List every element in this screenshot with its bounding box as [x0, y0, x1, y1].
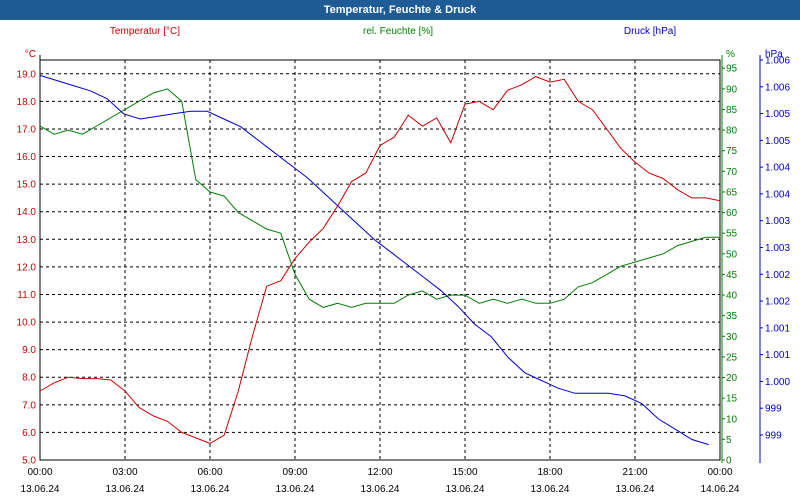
left-axis-tick-label: 14.0: [17, 207, 37, 218]
chart: 5.0 6.0 7.0 8.0 9.0 10.0 11.0 12.0 13.0 14.0 15.0 1…: [17, 26, 791, 495]
right-axis-humidity-unit: %: [726, 49, 735, 60]
right-axis-pressure-tick-label: 1.004: [765, 163, 790, 174]
x-axis-tick-time: 21:00: [622, 467, 647, 478]
right-axis-humidity-tick-label: 80: [726, 126, 738, 137]
x-axis-tick-time: 18:00: [537, 467, 562, 478]
x-axis-tick-date: 13.06.24: [21, 484, 60, 495]
right-axis-humidity-tick-label: 15: [726, 394, 738, 405]
right-axis-pressure-tick-label: 1.004: [765, 189, 790, 200]
right-axis-humidity-tick-label: 50: [726, 249, 738, 260]
left-axis-tick-label: 18.0: [17, 97, 37, 108]
left-axis-tick-label: 11.0: [17, 290, 36, 301]
legend-label: Druck [hPa]: [624, 26, 676, 37]
x-axis-tick-time: 12:00: [367, 467, 392, 478]
x-axis-tick-time: 00:00: [707, 467, 732, 478]
series-line: [39, 74, 709, 446]
right-axis-humidity-tick-label: 40: [726, 291, 738, 302]
x-axis-tick-time: 09:00: [282, 467, 307, 478]
left-axis-tick-label: 19.0: [17, 69, 37, 80]
x-axis-tick-date: 13.06.24: [361, 484, 400, 495]
left-axis-tick-label: 15.0: [17, 180, 37, 191]
x-axis-tick-time: 00:00: [27, 467, 52, 478]
series-line: [39, 88, 720, 308]
right-axis-humidity-tick-label: 55: [726, 229, 738, 240]
right-axis-humidity-tick-label: 0: [726, 456, 732, 467]
right-axis-humidity-tick-label: 95: [726, 64, 738, 75]
x-axis-tick-date: 14.06.24: [701, 484, 740, 495]
left-axis-tick-label: 5.0: [22, 456, 36, 467]
left-axis-unit: °C: [25, 49, 36, 60]
right-axis-humidity-tick-label: 35: [726, 311, 738, 322]
right-axis-humidity-tick-label: 25: [726, 352, 738, 363]
left-axis-tick-label: 16.0: [17, 152, 37, 163]
x-axis-tick-date: 13.06.24: [276, 484, 315, 495]
x-axis-tick-time: 03:00: [112, 467, 137, 478]
right-axis-humidity-tick-label: 10: [726, 414, 738, 425]
right-axis-humidity-tick-label: 90: [726, 84, 738, 95]
right-axis-humidity-tick-label: 65: [726, 187, 738, 198]
x-axis-tick-time: 15:00: [452, 467, 477, 478]
left-axis-tick-label: 7.0: [22, 400, 36, 411]
x-axis-tick-date: 13.06.24: [106, 484, 145, 495]
series-line: [39, 76, 721, 444]
left-axis-tick-label: 13.0: [17, 235, 37, 246]
left-axis-tick-label: 17.0: [17, 124, 37, 135]
right-axis-pressure-tick-label: 1.002: [765, 270, 790, 281]
right-axis-pressure-tick-label: 1.005: [765, 136, 790, 147]
x-axis-tick-date: 13.06.24: [531, 484, 570, 495]
right-axis-humidity-tick-label: 75: [726, 146, 738, 157]
right-axis-humidity-tick-label: 70: [726, 167, 738, 178]
right-axis-pressure-tick-label: 1.003: [765, 216, 790, 227]
right-axis-humidity-tick-label: 60: [726, 208, 738, 219]
right-axis-pressure-tick-label: 1.002: [765, 297, 790, 308]
chart-title: Temperatur, Feuchte & Druck: [0, 0, 800, 20]
right-axis-pressure-unit: hPa: [765, 49, 783, 60]
right-axis-humidity-tick-label: 20: [726, 373, 738, 384]
x-axis-tick-date: 13.06.24: [446, 484, 485, 495]
left-axis-tick-label: 10.0: [17, 318, 37, 329]
x-axis-tick-time: 06:00: [197, 467, 222, 478]
x-axis-tick-date: 13.06.24: [616, 484, 655, 495]
x-axis-tick-date: 13.06.24: [191, 484, 230, 495]
right-axis-pressure-tick-label: 1.003: [765, 243, 790, 254]
right-axis-humidity-tick-label: 30: [726, 332, 738, 343]
right-axis-pressure-tick-label: 999: [765, 431, 782, 442]
right-axis-humidity-tick-label: 5: [726, 435, 732, 446]
left-axis-tick-label: 9.0: [22, 345, 36, 356]
left-axis-tick-label: 6.0: [22, 428, 36, 439]
right-axis-humidity-tick-label: 45: [726, 270, 738, 281]
legend-label: rel. Feuchte [%]: [363, 26, 433, 37]
left-axis-tick-label: 8.0: [22, 373, 36, 384]
right-axis-pressure-tick-label: 1.006: [765, 56, 790, 67]
legend-label: Temperatur [°C]: [110, 26, 180, 37]
right-axis-pressure-tick-label: 1.001: [765, 323, 790, 334]
right-axis-pressure-tick-label: 999: [765, 404, 782, 415]
right-axis-pressure-tick-label: 1.001: [765, 350, 790, 361]
right-axis-pressure-tick-label: 1.005: [765, 109, 790, 120]
right-axis-pressure-tick-label: 1.006: [765, 82, 790, 93]
left-axis-tick-label: 12.0: [17, 262, 37, 273]
right-axis-humidity-tick-label: 85: [726, 105, 738, 116]
right-axis-pressure-tick-label: 1.000: [765, 377, 790, 388]
